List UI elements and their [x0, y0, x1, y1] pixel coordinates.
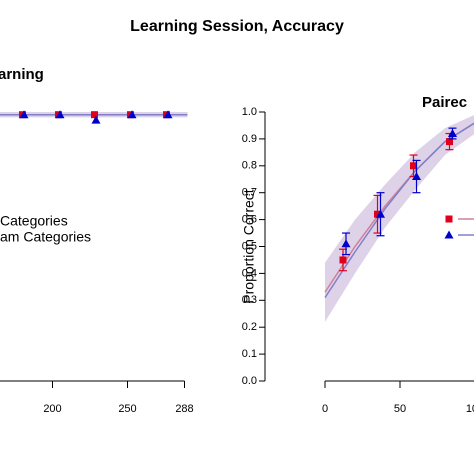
- y-tick-label: 0.3: [242, 294, 257, 306]
- y-tick-label: 0.2: [242, 321, 257, 333]
- point: [374, 210, 381, 218]
- y-tick-label: 0.9: [242, 133, 257, 145]
- x-tick-label: 0: [322, 403, 328, 415]
- x-tick-label: 50: [394, 403, 406, 415]
- y-tick-label: 0.7: [242, 187, 257, 199]
- point: [341, 239, 351, 248]
- point: [376, 209, 385, 218]
- point: [91, 115, 101, 124]
- legend-label: am Categories: [0, 229, 91, 245]
- panel-title: arning: [0, 66, 44, 83]
- figure-title: Learning Session, Accuracy: [130, 18, 344, 35]
- panel-title: Pairec: [422, 94, 467, 111]
- legend-marker: [444, 230, 454, 239]
- x-tick-label: 250: [118, 403, 136, 415]
- point: [448, 129, 457, 138]
- point: [339, 256, 347, 264]
- y-tick-label: 0.8: [242, 160, 257, 172]
- confidence-band: [325, 115, 474, 322]
- point: [91, 111, 98, 119]
- legend-marker: [445, 215, 453, 223]
- x-tick-label: 200: [43, 403, 61, 415]
- y-tick-label: 0.6: [242, 214, 257, 226]
- y-tick-label: 0.0: [242, 375, 257, 387]
- point: [412, 172, 421, 181]
- legend-label: Categories: [0, 213, 68, 229]
- y-tick-label: 1.0: [242, 106, 257, 118]
- point: [19, 110, 29, 119]
- x-tick-label: 100: [466, 403, 474, 415]
- point: [127, 110, 137, 119]
- y-tick-label: 0.1: [242, 348, 257, 360]
- point: [410, 162, 417, 170]
- point: [446, 138, 453, 146]
- point: [55, 110, 65, 119]
- y-tick-label: 0.4: [242, 267, 257, 279]
- point: [163, 110, 173, 119]
- y-axis-label: Proportion Correct: [241, 189, 257, 303]
- y-tick-label: 0.5: [242, 240, 257, 252]
- x-tick-label: 288: [175, 403, 193, 415]
